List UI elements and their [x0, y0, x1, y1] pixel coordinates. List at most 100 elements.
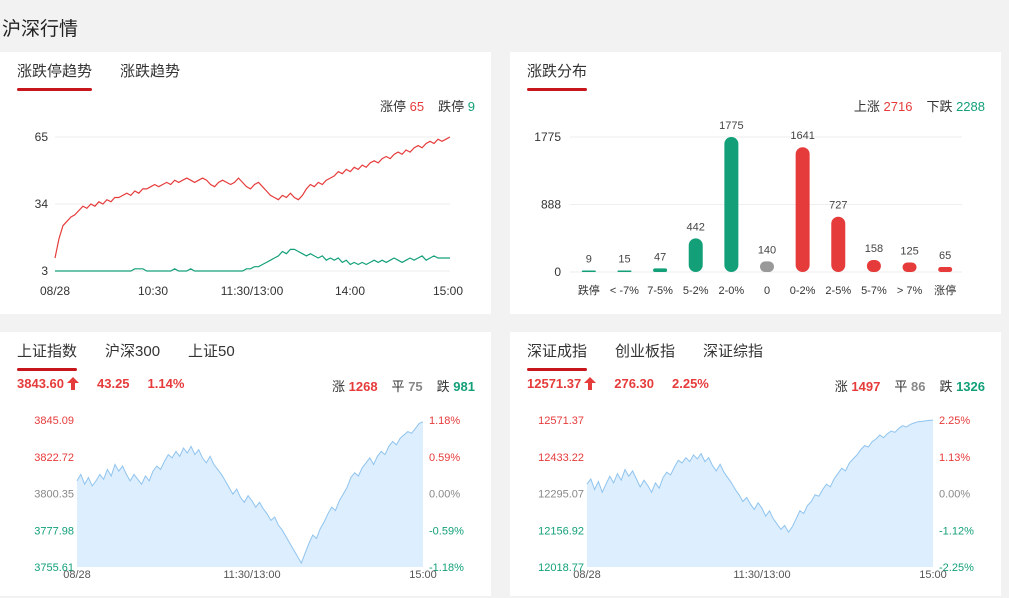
limit-up-label: 涨停: [380, 99, 407, 114]
y-tick-left: 3822.72: [34, 452, 74, 464]
x-tick-label: 14:00: [335, 284, 365, 298]
sh-change: 43.25: [97, 376, 130, 391]
limit-trend-chart: 65 34 3 08/28 10:30 11:30/13:00 14:00 15:00: [35, 130, 464, 298]
y-tick-right: -1.18%: [429, 562, 464, 574]
bar-value-label: 15: [618, 254, 630, 266]
category-label: 5-7%: [861, 285, 887, 297]
arrow-up-icon: [584, 377, 597, 390]
fall-value: 2288: [956, 99, 985, 114]
distribution-card: 涨跌分布 上涨 2716 下跌 2288 1775 888 0 9 跌停 15 < -7% 4…: [510, 52, 1001, 314]
tab-limit-trend[interactable]: 涨跌停趋势: [17, 60, 93, 91]
y-tick-left: 3777.98: [34, 525, 74, 537]
distribution-bar: [724, 137, 739, 272]
sz-flat-count: 86: [910, 379, 926, 394]
page-title: 沪深行情: [2, 19, 79, 40]
tab-sz-composite[interactable]: 深证综指: [703, 343, 764, 360]
y-tick-right: -2.25%: [939, 562, 974, 574]
y-tick-label: 3: [41, 264, 48, 278]
sh-price-group: 3843.60: [17, 376, 79, 391]
limit-down-label: 跌停: [438, 99, 465, 114]
bar-value-label: 727: [829, 200, 847, 212]
bar-value-label: 47: [654, 251, 666, 263]
bar-value-label: 65: [939, 250, 951, 262]
x-tick-label: 15:00: [433, 284, 463, 298]
bar-value-label: 1641: [790, 130, 814, 142]
limit-stats: 涨停 65 跌停 9: [380, 96, 475, 115]
y-tick-right: 0.00%: [939, 489, 970, 501]
y-tick-right: 1.13%: [939, 452, 970, 464]
distribution-bar: [760, 261, 774, 272]
category-label: 2-5%: [825, 285, 851, 297]
index-line: [586, 419, 934, 534]
sh-flat-label: 平: [391, 379, 405, 394]
distribution-bar: [581, 270, 596, 272]
distribution-bar: [938, 267, 953, 272]
y-tick-left: 3755.61: [34, 562, 74, 574]
distribution-stats: 上涨 2716 下跌 2288: [854, 96, 985, 115]
sh-index-chart: 3845.09 1.18% 3822.72 0.59% 3800.35 0.00% 3777…: [34, 415, 464, 581]
y-tick-left: 12571.37: [538, 415, 584, 427]
sz-down-label: 跌: [939, 379, 953, 394]
sz-change-pct: 2.25%: [672, 376, 709, 391]
category-label: > 7%: [897, 285, 923, 297]
category-label: 涨停: [934, 283, 956, 297]
x-tick-label: 15:00: [919, 569, 947, 581]
sz-price: 12571.37: [527, 376, 582, 391]
distribution-bar: [795, 147, 810, 272]
distribution-bar: [653, 268, 668, 272]
sh-change-pct: 1.14%: [147, 376, 185, 391]
bar-value-label: 442: [687, 221, 705, 233]
tab-csi300[interactable]: 沪深300: [105, 343, 161, 360]
y-tick-right: -1.12%: [939, 525, 974, 537]
distribution-tabs: 涨跌分布: [527, 60, 588, 91]
x-tick-label: 08/28: [573, 569, 601, 581]
sh-down-label: 跌: [436, 379, 450, 394]
limit-up-value: 65: [409, 99, 425, 114]
category-label: 2-0%: [719, 285, 745, 297]
arrow-up-icon: [67, 377, 79, 390]
y-tick-label: 65: [35, 130, 49, 144]
sz-down-count: 1326: [956, 379, 985, 394]
rise-value: 2716: [883, 99, 913, 114]
x-tick-label: 10:30: [138, 284, 168, 298]
tab-distribution[interactable]: 涨跌分布: [527, 60, 588, 91]
sz-index-chart: 12571.37 2.25% 12433.22 1.13% 12295.07 0.00% 1…: [538, 415, 974, 581]
sh-price: 3843.60: [17, 376, 64, 391]
index-area-fill: [77, 421, 423, 567]
limit-down-value: 9: [467, 99, 475, 114]
category-label: 0-2%: [790, 285, 816, 297]
sz-flat-label: 平: [894, 379, 908, 394]
x-tick-label: 08/28: [63, 569, 91, 581]
tab-chinext[interactable]: 创业板指: [615, 343, 676, 360]
y-tick-left: 12295.07: [538, 489, 584, 501]
sh-flat-count: 75: [408, 379, 423, 394]
bar-value-label: 1775: [719, 120, 743, 132]
limit-trend-card: 涨跌停趋势 涨跌趋势 涨停 65 跌停 9 65 34 3 08/28 10:30 11:…: [0, 52, 491, 314]
y-tick-label: 0: [554, 265, 561, 279]
distribution-bar: [902, 262, 917, 272]
y-tick-left: 3845.09: [34, 415, 74, 427]
tab-updown-trend[interactable]: 涨跌趋势: [120, 63, 181, 80]
y-tick-right: -0.59%: [429, 525, 464, 537]
sz-index-card: 深证成指 创业板指 深证综指 12571.37 276.30 2.25% 涨 1…: [510, 332, 1001, 596]
bar-value-label: 158: [865, 243, 883, 255]
y-tick-right: 0.59%: [429, 452, 460, 464]
bar-value-label: 125: [900, 245, 918, 257]
y-tick-left: 12018.77: [538, 562, 584, 574]
category-label: 跌停: [578, 283, 600, 297]
bar-value-label: 140: [758, 244, 776, 256]
index-area-fill: [587, 420, 933, 567]
sh-up-count: 1268: [348, 379, 378, 394]
tab-sz-component[interactable]: 深证成指: [527, 340, 588, 371]
y-tick-right: 2.25%: [939, 415, 970, 427]
distribution-bar: [617, 270, 632, 272]
y-tick-label: 888: [541, 197, 561, 211]
x-tick-label: 11:30/13:00: [221, 284, 284, 298]
distribution-bar: [688, 238, 703, 272]
index-line: [76, 421, 424, 565]
limit-up-line: [54, 136, 451, 259]
tab-sh-composite[interactable]: 上证指数: [17, 340, 78, 371]
limit-trend-tabs: 涨跌停趋势 涨跌趋势: [17, 60, 180, 91]
tab-sse50[interactable]: 上证50: [188, 343, 235, 360]
sh-up-label: 涨: [331, 379, 345, 394]
